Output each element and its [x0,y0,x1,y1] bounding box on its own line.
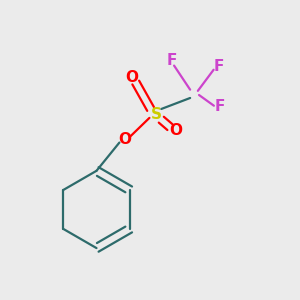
Text: F: F [167,53,178,68]
Text: O: O [169,123,182,138]
Text: O: O [126,70,139,85]
Text: F: F [215,99,225,114]
Text: S: S [150,107,161,122]
Text: F: F [213,59,224,74]
Text: O: O [118,132,131,147]
